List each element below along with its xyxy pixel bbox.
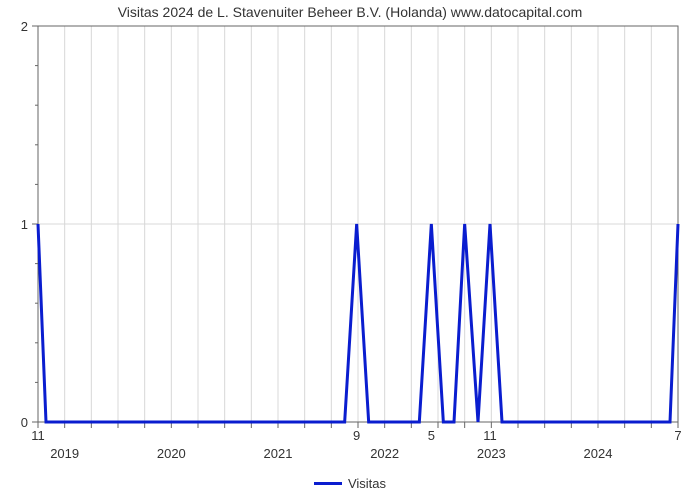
legend-label: Visitas [348,476,386,491]
y-tick-label: 2 [21,19,28,34]
x-axis-year-label: 2022 [370,446,399,461]
value-label: 11 [31,428,45,443]
chart-title: Visitas 2024 de L. Stavenuiter Beheer B.… [0,4,700,20]
value-label: 11 [483,428,497,443]
chart-container: Visitas 2024 de L. Stavenuiter Beheer B.… [0,0,700,500]
x-axis-year-label: 2020 [157,446,186,461]
x-axis-year-label: 2024 [584,446,613,461]
value-label: 5 [428,428,435,443]
x-axis-year-label: 2019 [50,446,79,461]
chart-svg [38,26,678,422]
y-tick-label: 1 [21,217,28,232]
y-tick-label: 0 [21,415,28,430]
value-label: 7 [674,428,681,443]
legend: Visitas [0,476,700,491]
legend-swatch [314,482,342,485]
plot-area [38,26,678,422]
x-axis-year-label: 2021 [264,446,293,461]
x-axis-year-label: 2023 [477,446,506,461]
value-label: 9 [353,428,360,443]
